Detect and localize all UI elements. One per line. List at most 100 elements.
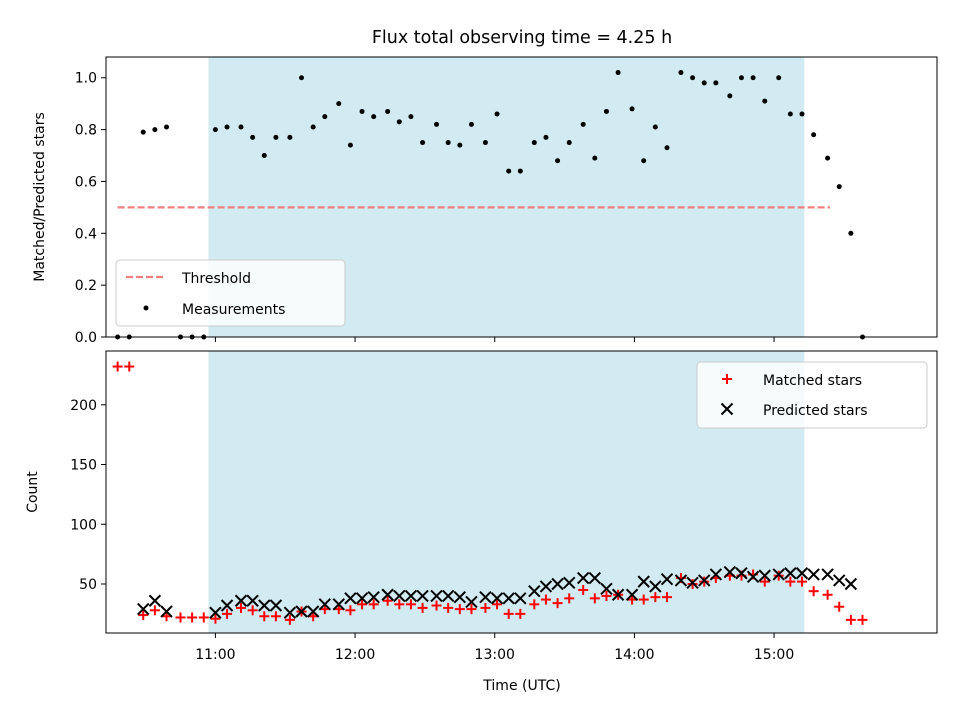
matched-star-point [515, 608, 526, 619]
xtick-label: 13:00 [475, 647, 515, 663]
top-ytick-label: 0.4 [75, 226, 97, 242]
bottom-axes-frame [105, 350, 938, 634]
top-panel: 0.0 0.2 0.4 0.6 0.8 1.0 Flux total observing … [32, 28, 938, 346]
measurement-point [799, 111, 805, 117]
predicted-star-point [479, 590, 492, 604]
measurement-point [811, 132, 817, 138]
top-ticks: 0.0 0.2 0.4 0.6 0.8 1.0 [75, 71, 775, 346]
measurement-point [641, 158, 647, 164]
bottom-legend: Matched stars Predicted stars [696, 361, 928, 429]
matched-star-point [503, 608, 514, 619]
matched-star-point [124, 361, 135, 372]
x-axis-label: Time (UTC) [482, 678, 560, 694]
matched-star-point [480, 602, 491, 613]
matched-star-point [270, 611, 281, 622]
predicted-star-point [234, 594, 248, 607]
matched-star-point [650, 592, 661, 603]
measurement-point [238, 124, 244, 130]
predicted-star-point [698, 574, 711, 587]
predicted-star-point [344, 592, 357, 605]
count-points [112, 361, 868, 625]
measurement-point [212, 127, 218, 133]
predicted-star-point [784, 567, 797, 580]
measurement-point [848, 230, 854, 236]
legend-threshold-label: Threshold [181, 271, 251, 287]
predicted-star-point [318, 598, 332, 611]
matched-star-point [529, 599, 540, 610]
predicted-star-point [625, 588, 639, 601]
predicted-star-point [649, 580, 662, 593]
predicted-star-point [209, 606, 222, 619]
measurement-point [506, 168, 512, 174]
predicted-star-point [355, 592, 369, 605]
predicted-star-point [833, 574, 846, 587]
measurement-point [652, 124, 658, 130]
matched-star-point [187, 612, 198, 623]
predicted-star-point [367, 590, 380, 604]
legend-predicted-label: Predicted stars [763, 403, 868, 419]
predicted-star-point [148, 594, 162, 607]
measurement-point [322, 114, 328, 120]
measurement-point [629, 106, 635, 112]
bottom-y-axis-label: Count [25, 471, 41, 513]
measurement-point [336, 101, 342, 107]
predicted-star-point [306, 605, 320, 618]
top-ytick-label: 0.6 [75, 174, 97, 190]
predicted-star-point [723, 565, 737, 579]
measurement-point [615, 70, 621, 76]
measurement-point [592, 155, 598, 161]
predicted-star-point [686, 576, 699, 590]
matched-star-point [112, 361, 123, 372]
bottom-ytick-label: 50 [79, 577, 97, 593]
measurement-point [701, 80, 707, 86]
measurement-point [750, 75, 756, 81]
matched-star-point [345, 605, 356, 616]
predicted-star-point [283, 606, 297, 619]
measurement-points [115, 70, 866, 340]
top-ytick-label: 0.8 [75, 123, 97, 139]
predicted-star-point [660, 573, 674, 586]
predicted-star-point [758, 569, 771, 582]
top-axes-frame [105, 56, 938, 338]
matched-star-point [578, 584, 589, 595]
measurement-point [371, 114, 377, 120]
matched-star-point [759, 576, 770, 587]
top-ytick-label: 0.0 [75, 330, 97, 346]
predicted-star-point [600, 582, 613, 595]
predicted-star-point [502, 592, 515, 605]
predicted-star-point [332, 598, 345, 611]
measurement-point [164, 124, 170, 130]
predicted-star-point [735, 567, 748, 580]
bottom-ytick-label: 100 [70, 517, 97, 533]
top-ytick-label: 1.0 [75, 71, 97, 87]
bottom-ytick-label: 150 [70, 458, 97, 474]
matched-star-point [382, 595, 393, 606]
measurement-point [690, 75, 696, 81]
measurement-point [787, 111, 793, 117]
measurement-point [299, 75, 305, 81]
matched-star-point [161, 611, 172, 622]
measurement-point [566, 140, 572, 146]
chart-title: Flux total observing time = 4.25 h [372, 28, 672, 48]
matched-star-point [601, 590, 612, 601]
predicted-star-point [381, 588, 394, 601]
legend-matched-swatch [722, 374, 732, 384]
measurement-point [140, 129, 146, 135]
predicted-star-point [430, 589, 443, 603]
legend-measurements-label: Measurements [182, 302, 285, 318]
measurement-point [580, 121, 586, 127]
predicted-star-point [393, 589, 406, 603]
matched-star-point [466, 604, 477, 615]
measurement-point [738, 75, 744, 81]
measurement-point [482, 140, 488, 146]
matched-star-point [394, 599, 405, 610]
matched-star-point [247, 605, 258, 616]
measurement-point [310, 124, 316, 130]
xtick-label: 12:00 [335, 647, 375, 663]
predicted-star-point [821, 568, 834, 581]
predicted-star-point [588, 571, 602, 585]
predicted-star-point [637, 575, 650, 588]
measurement-point [287, 134, 293, 140]
measurement-point [434, 121, 440, 127]
